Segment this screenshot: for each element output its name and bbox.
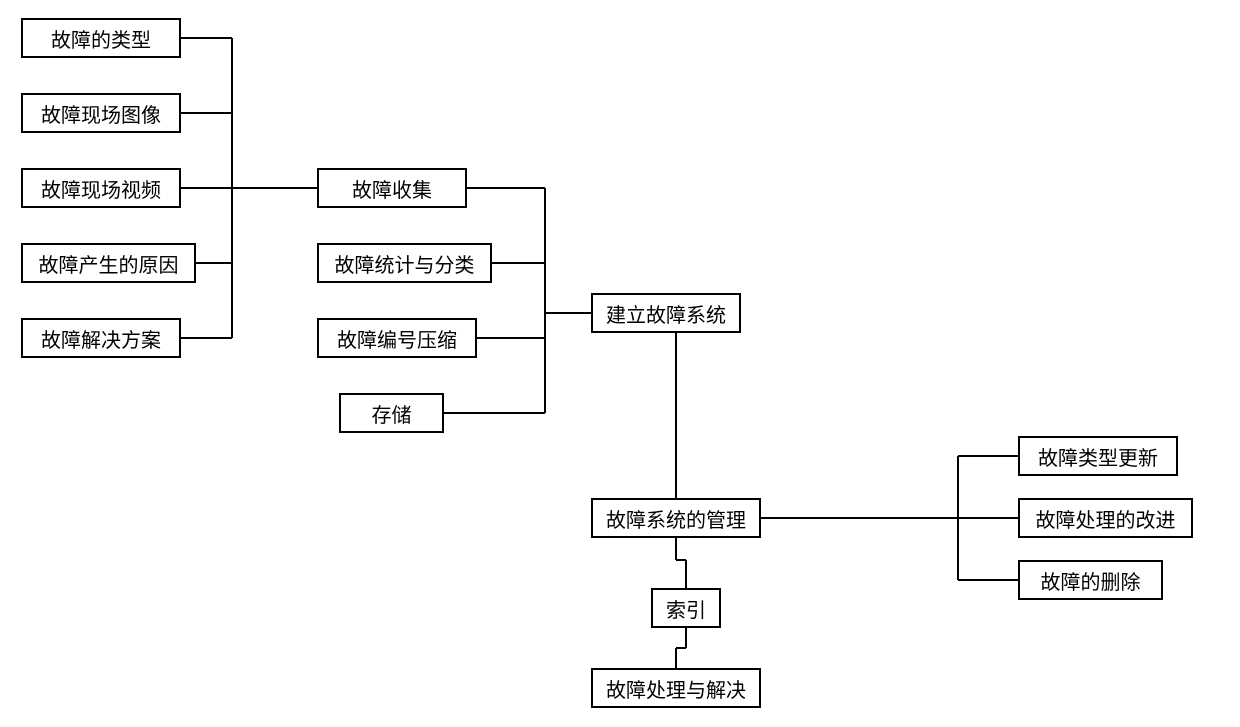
node-fault-cause: 故障产生的原因 [21,243,196,283]
node-fault-delete: 故障的删除 [1018,560,1163,600]
node-stats-classify: 故障统计与分类 [317,243,492,283]
node-fault-type: 故障的类型 [21,18,181,58]
connector-layer [0,0,1240,727]
node-handle-improve: 故障处理的改进 [1018,498,1193,538]
node-build-system: 建立故障系统 [591,293,741,333]
node-fault-solution: 故障解决方案 [21,318,181,358]
node-collect: 故障收集 [317,168,467,208]
diagram-canvas: 故障的类型 故障现场图像 故障现场视频 故障产生的原因 故障解决方案 故障收集 … [0,0,1240,727]
node-scene-video: 故障现场视频 [21,168,181,208]
node-scene-image: 故障现场图像 [21,93,181,133]
node-system-mgmt: 故障系统的管理 [591,498,761,538]
node-index: 索引 [651,588,721,628]
node-storage: 存储 [339,393,444,433]
node-handle-resolve: 故障处理与解决 [591,668,761,708]
node-number-compress: 故障编号压缩 [317,318,477,358]
node-type-update: 故障类型更新 [1018,436,1178,476]
